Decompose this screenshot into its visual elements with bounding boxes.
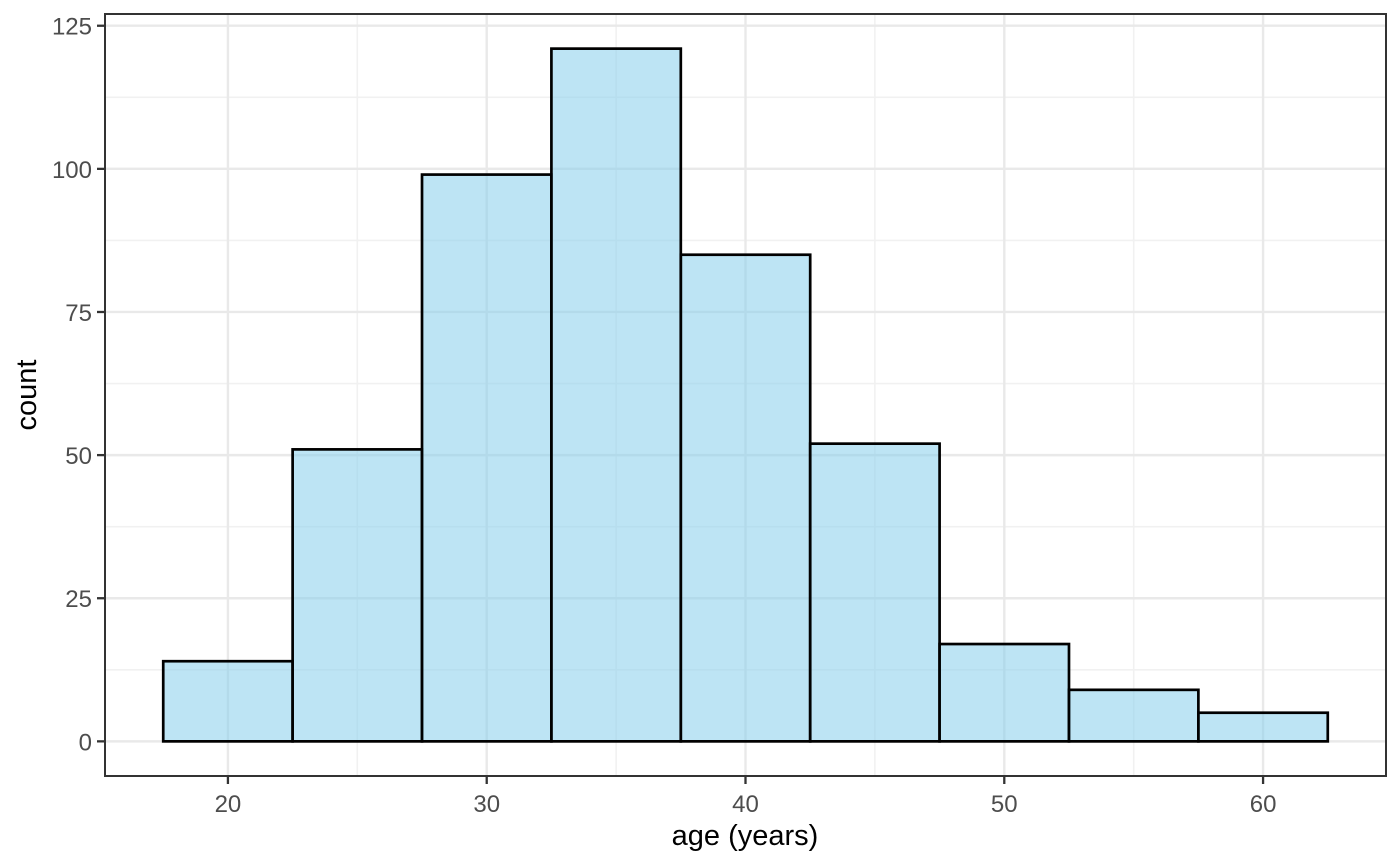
panel-border	[104, 13, 1387, 777]
x-axis-title: age (years)	[672, 820, 819, 852]
y-tick-label: 75	[65, 300, 92, 327]
y-tick-label: 100	[52, 157, 92, 184]
histogram-bar	[420, 173, 553, 743]
axis-tick-marks	[97, 24, 1265, 784]
x-tick-label: 20	[215, 791, 242, 818]
histogram-bars	[161, 47, 1330, 743]
histogram-bar	[679, 253, 812, 743]
y-tick-label: 0	[79, 729, 92, 756]
histogram-bar	[1067, 688, 1200, 743]
x-tick-label: 30	[473, 791, 500, 818]
y-tick-label: 50	[65, 443, 92, 470]
y-tick-label: 125	[52, 14, 92, 41]
x-tick-label: 40	[732, 791, 759, 818]
histogram-bar	[550, 47, 683, 743]
histogram-bar	[1197, 711, 1330, 743]
histogram-bar	[161, 659, 294, 743]
x-tick-label: 60	[1250, 791, 1277, 818]
histogram-bar	[291, 448, 424, 743]
axis-tick-labels: 20 30 40 50 60 0 25 50 75 100 125	[52, 14, 1276, 818]
y-tick-label: 25	[65, 586, 92, 613]
y-axis-title: count	[11, 360, 43, 431]
histogram-bar	[808, 442, 941, 743]
histogram-bar	[938, 642, 1071, 743]
x-tick-label: 50	[991, 791, 1018, 818]
